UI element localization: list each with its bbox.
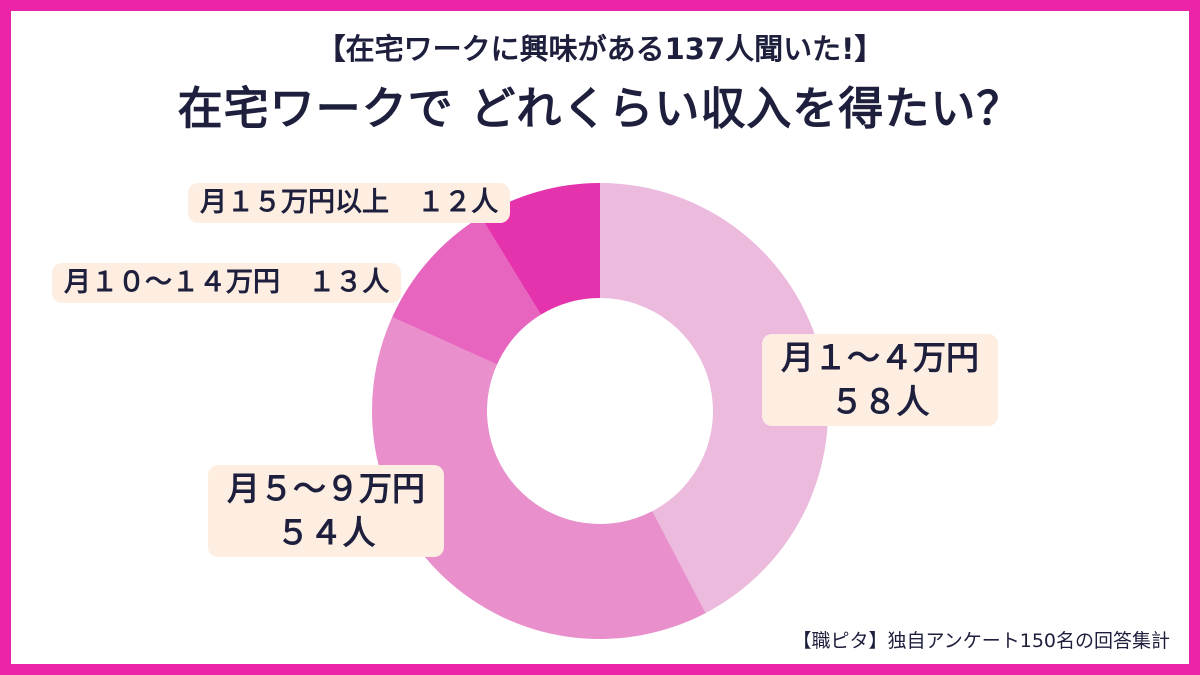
label-10-14man: 月１０～１４万円 １３人 xyxy=(52,263,402,303)
label-1-4man: 月１～４万円 ５８人 xyxy=(762,334,998,426)
label-5-9man: 月５～９万円 ５４人 xyxy=(208,465,444,557)
label-10-14man-category: 月１０～１４万円 xyxy=(64,267,280,298)
source-note: 【職ピタ】独自アンケート150名の回答集計 xyxy=(792,630,1170,652)
label-15man-plus: 月１５万円以上 １２人 xyxy=(188,183,511,223)
label-1-4man-count: ５８人 xyxy=(830,382,930,421)
label-15man-plus-count: １２人 xyxy=(417,187,499,218)
label-1-4man-category: 月１～４万円 xyxy=(781,338,979,377)
chart-title: 在宅ワークで どれくらい収入を得たい？ xyxy=(177,82,1023,135)
label-5-9man-category: 月５～９万円 xyxy=(227,469,425,508)
slice-10-14man xyxy=(392,216,541,365)
label-15man-plus-category: 月１５万円以上 xyxy=(200,187,389,218)
slice-15man-plus xyxy=(480,183,600,315)
label-5-9man-count: ５４人 xyxy=(276,513,376,552)
label-10-14man-count: １３人 xyxy=(308,267,390,298)
slice-1-4man xyxy=(600,183,828,614)
chart-subtitle: 【在宅ワークに興味がある137人聞いた!】 xyxy=(316,32,884,66)
slice-5-9man xyxy=(372,317,706,639)
